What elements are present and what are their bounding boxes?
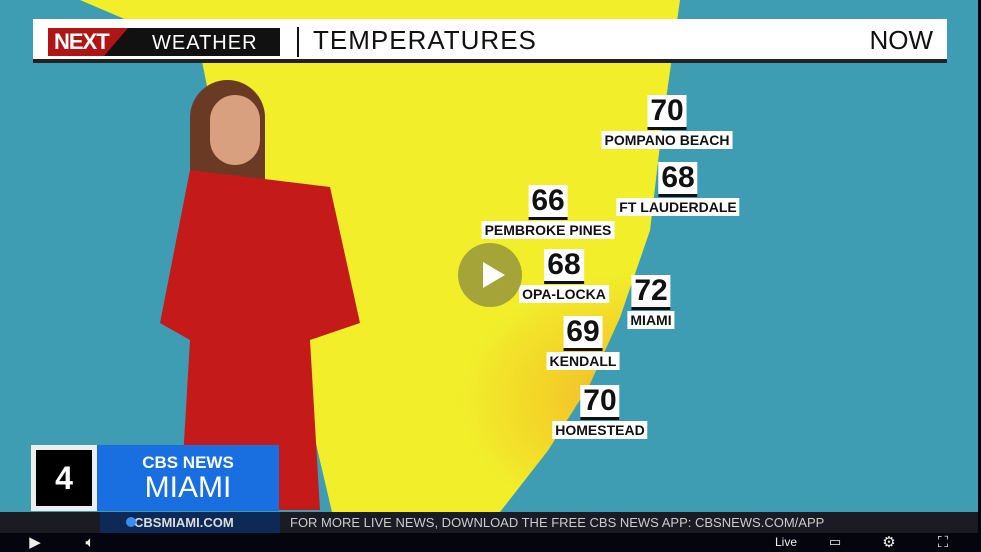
city-temp: 72 MIAMI — [627, 275, 675, 329]
city-temp: 70 HOMESTEAD — [552, 385, 648, 439]
fullscreen-icon[interactable]: ⛶ — [937, 533, 949, 551]
city-temp: 68 OPA-LOCKA — [519, 249, 609, 303]
play-icon[interactable]: ▶ — [29, 533, 41, 551]
logo-weather: WEATHER — [152, 32, 258, 54]
city-temp: 68 FT LAUDERDALE — [616, 162, 740, 216]
ticker-message: FOR MORE LIVE NEWS, DOWNLOAD THE FREE CB… — [290, 515, 825, 530]
logo-next: NEXT — [54, 29, 110, 54]
play-overlay-button[interactable] — [458, 243, 522, 307]
lower-third-banner: NEXT WEATHER TEMPERATURES NOW — [33, 19, 947, 63]
city-temp: 70 POMPANO BEACH — [601, 95, 733, 149]
ticker-site: CBSMIAMI.COM — [100, 512, 280, 533]
divider — [297, 27, 299, 57]
time-label: NOW — [869, 25, 933, 55]
player-controls: ▶ 🔈︎ Live ▭ ⚙ ⛶ — [0, 533, 978, 552]
next-weather-logo: NEXT WEATHER — [48, 28, 280, 56]
progress-scrubber[interactable] — [126, 517, 136, 527]
cbs4-logo: 4 — [31, 445, 97, 511]
captions-icon[interactable]: ▭ — [828, 535, 842, 550]
live-indicator[interactable]: Live — [775, 535, 798, 549]
segment-title: TEMPERATURES — [313, 25, 537, 55]
volume-icon[interactable]: 🔈︎ — [85, 533, 95, 551]
station-logo: 4 CBS NEWS MIAMI — [31, 445, 279, 511]
gear-icon[interactable]: ⚙ — [882, 533, 896, 551]
city-temp: 66 PEMBROKE PINES — [481, 185, 615, 239]
cbs-news-miami-logo: CBS NEWS MIAMI — [97, 445, 279, 511]
city-temp: 69 KENDALL — [546, 316, 620, 370]
